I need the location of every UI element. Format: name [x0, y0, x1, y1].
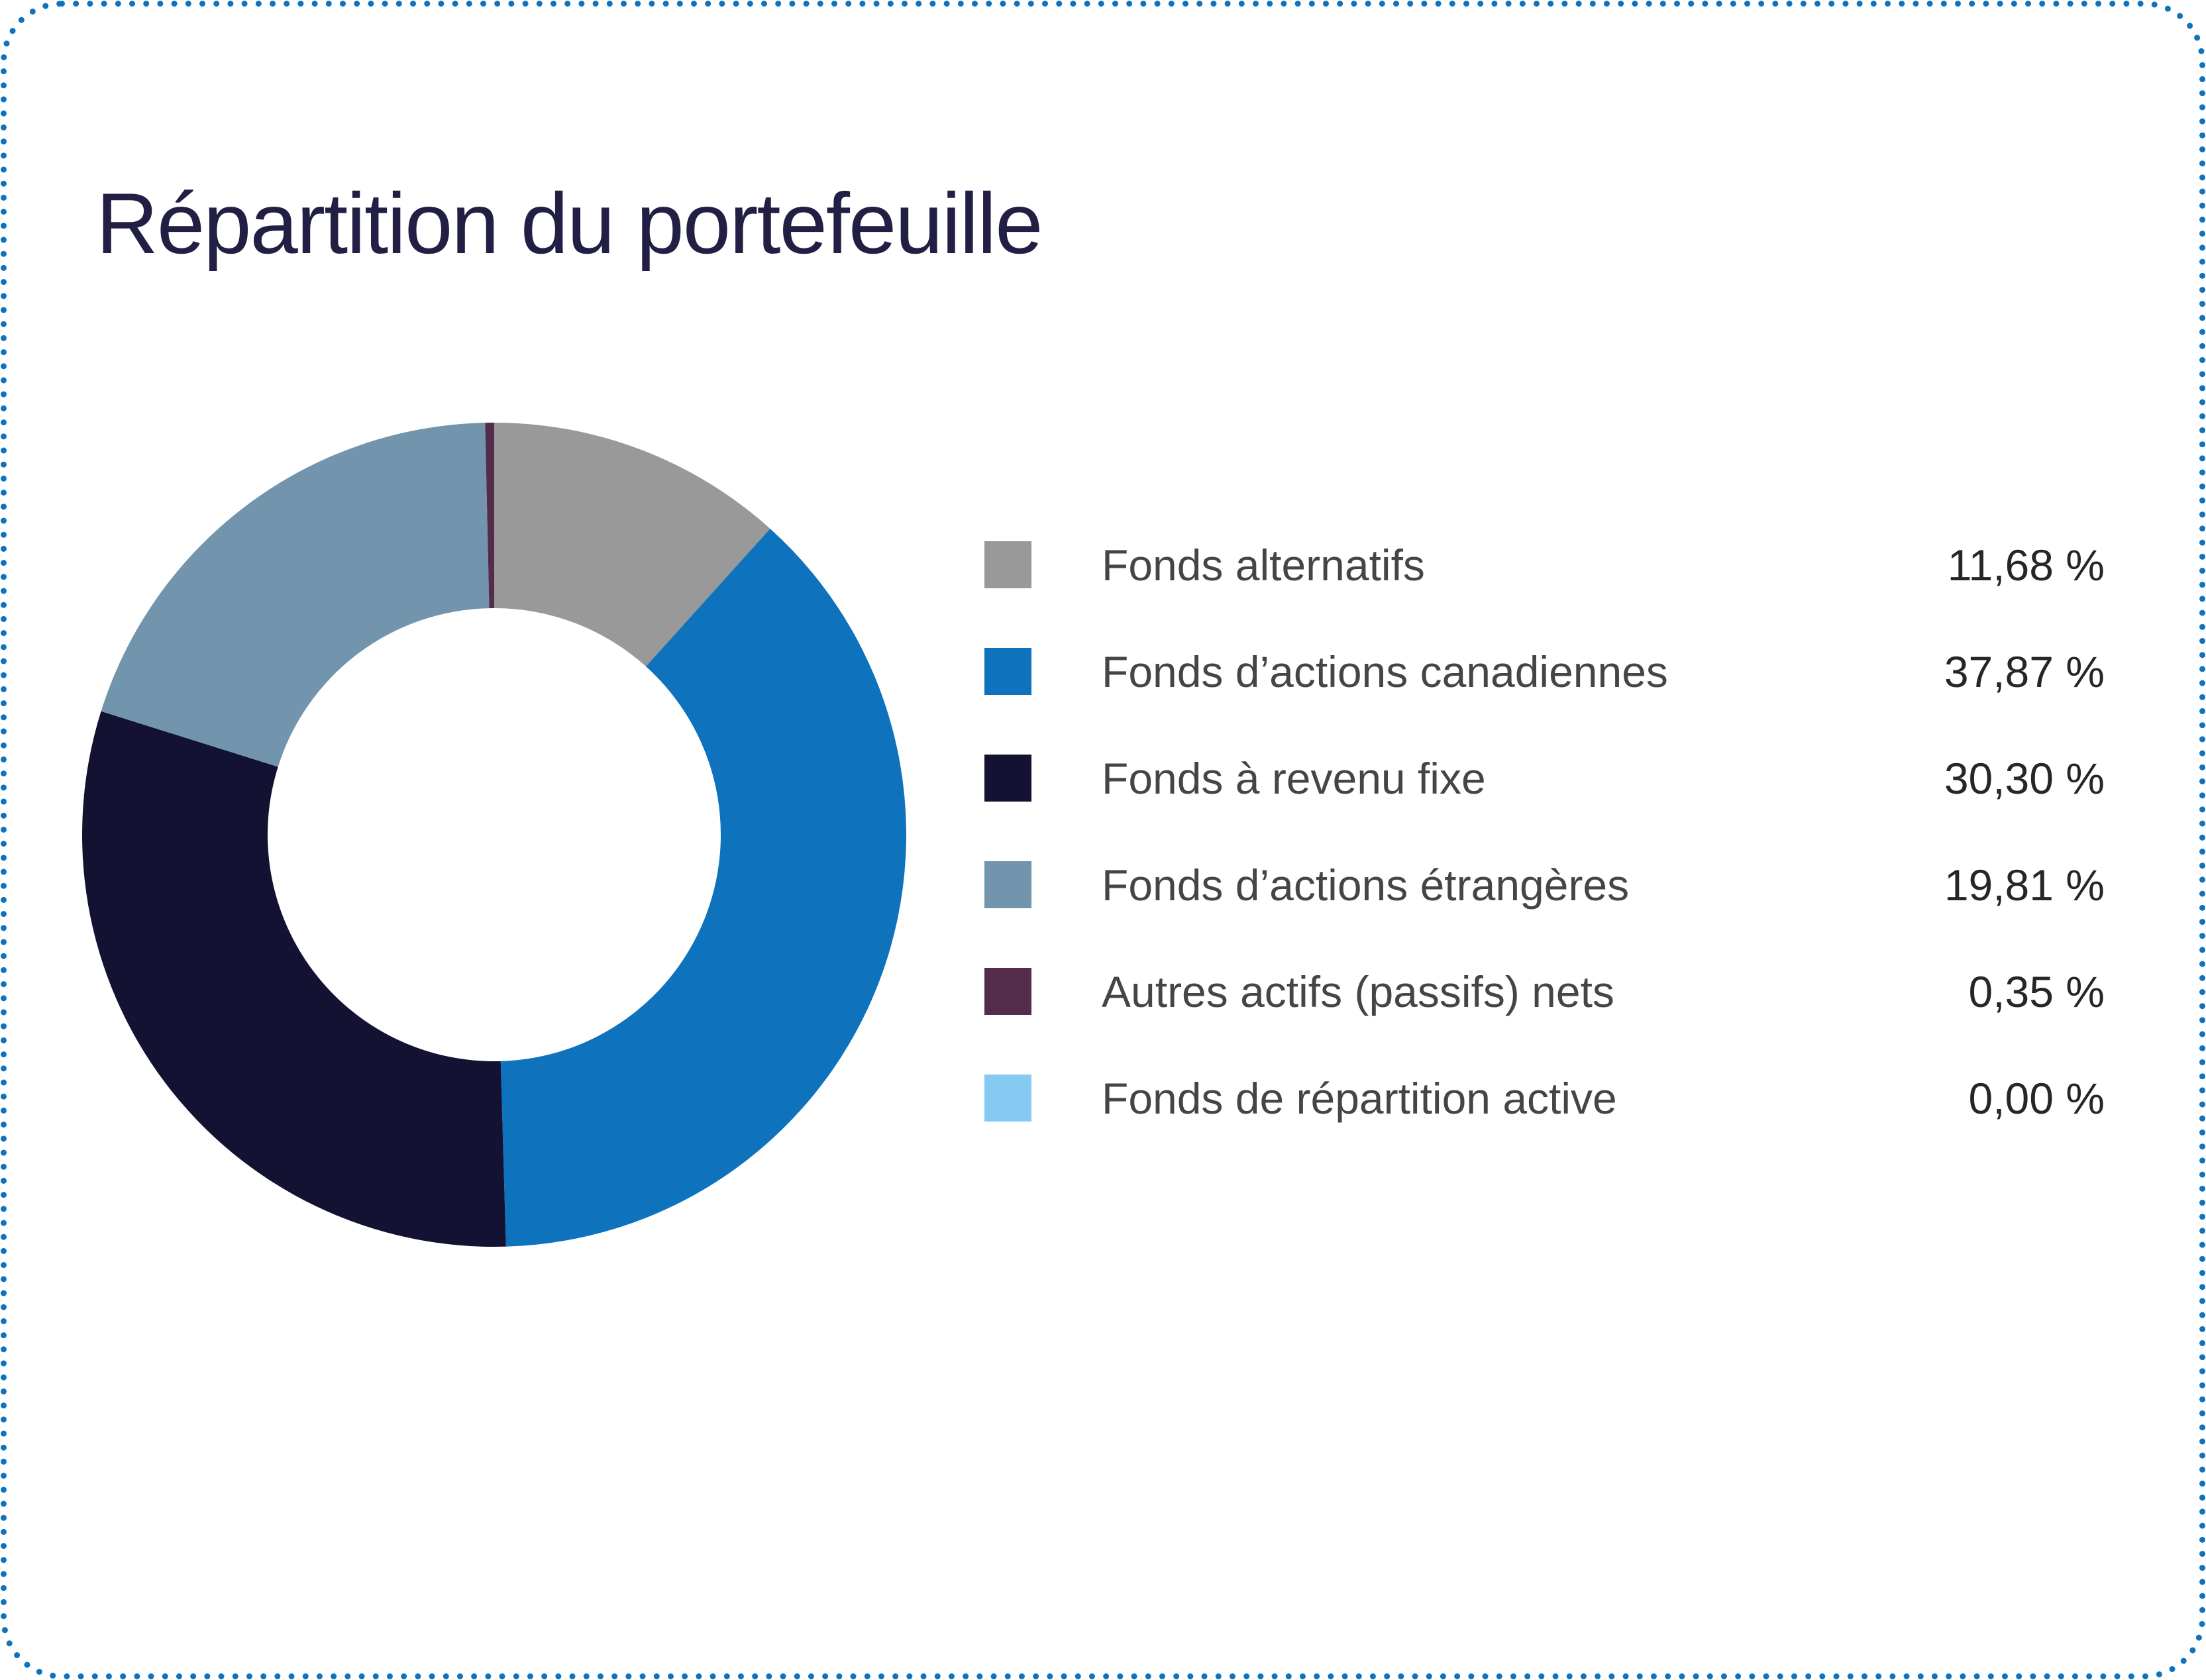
- legend-item: Fonds de répartition active 0,00 %: [984, 1073, 2105, 1123]
- legend-label: Autres actifs (passifs) nets: [1102, 967, 1614, 1016]
- legend-swatch: [984, 1075, 1031, 1122]
- legend-value: 0,00 %: [1968, 1073, 2105, 1123]
- legend-item: Fonds d’actions canadiennes 37,87 %: [984, 647, 2105, 696]
- legend-swatch: [984, 648, 1031, 695]
- legend-label: Fonds d’actions canadiennes: [1102, 647, 1668, 696]
- donut-segment: [101, 423, 490, 767]
- legend-item: Fonds à revenu fixe 30,30 %: [984, 753, 2105, 803]
- donut-segment: [494, 423, 770, 667]
- legend-swatch: [984, 541, 1031, 588]
- donut-chart: [82, 423, 906, 1247]
- legend-value: 0,35 %: [1968, 967, 2105, 1016]
- legend-swatch: [984, 861, 1031, 908]
- chart-title: Répartition du portefeuille: [96, 175, 1043, 272]
- legend-value: 11,68 %: [1947, 540, 2105, 590]
- legend-value: 19,81 %: [1944, 860, 2105, 910]
- legend-value: 37,87 %: [1944, 647, 2105, 696]
- donut-svg: [82, 423, 906, 1247]
- legend-item: Fonds d’actions étrangères 19,81 %: [984, 860, 2105, 910]
- legend-label: Fonds alternatifs: [1102, 540, 1425, 590]
- legend-swatch: [984, 968, 1031, 1015]
- donut-segment: [82, 711, 506, 1247]
- donut-segment: [500, 529, 906, 1247]
- legend-value: 30,30 %: [1944, 753, 2105, 803]
- legend-label: Fonds de répartition active: [1102, 1073, 1617, 1123]
- legend: Fonds alternatifs 11,68 % Fonds d’action…: [984, 540, 2105, 1123]
- donut-segment: [485, 423, 494, 609]
- legend-item: Fonds alternatifs 11,68 %: [984, 540, 2105, 590]
- legend-label: Fonds d’actions étrangères: [1102, 860, 1630, 910]
- legend-swatch: [984, 755, 1031, 802]
- legend-item: Autres actifs (passifs) nets 0,35 %: [984, 967, 2105, 1016]
- legend-label: Fonds à revenu fixe: [1102, 753, 1486, 803]
